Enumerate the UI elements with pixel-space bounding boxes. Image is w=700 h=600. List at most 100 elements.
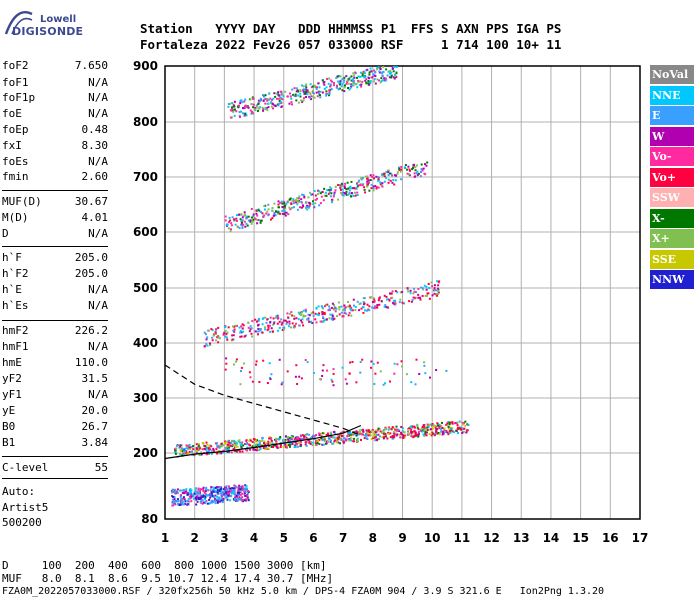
echo-point: [255, 449, 258, 452]
echo-point: [245, 439, 248, 442]
echo-point: [237, 494, 240, 497]
echo-point: [325, 90, 328, 93]
echo-point: [311, 322, 314, 324]
echo-point: [292, 326, 295, 329]
echo-point: [295, 436, 298, 438]
echo-point: [297, 441, 300, 444]
echo-point: [376, 438, 379, 441]
echo-point: [395, 72, 398, 75]
echo-point: [203, 444, 206, 447]
echo-point: [206, 447, 209, 450]
echo-point: [227, 227, 230, 230]
param-row: MUF(D) 30.67: [2, 195, 108, 209]
echo-point: [457, 426, 460, 429]
echo-point: [396, 291, 399, 294]
echo-point: [337, 198, 340, 201]
echo-point: [241, 216, 244, 219]
echo-point: [264, 316, 267, 319]
echo-point: [406, 172, 409, 175]
echo-point: [241, 499, 244, 502]
echo-point: [264, 94, 267, 97]
echo-point: [412, 296, 415, 299]
echo-point: [361, 184, 364, 187]
echo-point: [195, 492, 198, 495]
param-row: foE N/A: [2, 107, 108, 121]
echo-point: [240, 366, 243, 369]
echo-point: [203, 345, 206, 348]
echo-point: [279, 201, 282, 204]
echo-point: [233, 484, 236, 487]
echo-point: [294, 441, 297, 444]
echo-point: [321, 312, 324, 315]
echo-point: [331, 198, 334, 201]
echo-point: [293, 202, 295, 205]
echo-point: [423, 429, 426, 432]
echo-point: [179, 453, 182, 456]
echo-point: [333, 317, 336, 320]
echo-point: [427, 425, 430, 428]
echo-point: [441, 421, 443, 424]
echo-point: [447, 427, 450, 430]
echo-point: [258, 444, 261, 447]
param-row: yF1 N/A: [2, 388, 108, 402]
echo-point: [417, 293, 420, 296]
echo-point: [284, 207, 287, 210]
echo-point: [327, 188, 330, 191]
echo-point: [371, 175, 374, 178]
echo-point: [312, 200, 314, 203]
echo-point: [462, 430, 465, 433]
echo-point: [393, 183, 396, 186]
param-row: D N/A: [2, 227, 108, 241]
echo-point: [226, 443, 229, 446]
legend-item: E: [650, 106, 694, 125]
echo-point: [218, 498, 221, 501]
echo-point: [401, 427, 404, 430]
echo-point: [323, 194, 326, 197]
echo-point: [225, 489, 228, 492]
echo-point: [288, 437, 291, 439]
echo-point: [420, 168, 423, 170]
echo-point: [174, 500, 177, 503]
echo-point: [250, 327, 253, 330]
echo-point: [283, 439, 285, 442]
echo-point: [179, 445, 181, 448]
echo-point: [275, 439, 277, 442]
header-line-2: Fortaleza 2022 Fev26 057 033000 RSF 1 71…: [140, 37, 562, 52]
echo-point: [180, 447, 183, 450]
echo-point: [208, 445, 211, 447]
echo-point: [275, 437, 278, 440]
echo-point: [440, 430, 443, 433]
echo-point: [239, 331, 242, 334]
echo-point: [197, 444, 200, 447]
echo-point: [370, 70, 373, 73]
echo-point: [435, 429, 438, 432]
echo-point: [393, 436, 396, 438]
echo-point: [269, 321, 272, 323]
echo-point: [179, 494, 182, 497]
echo-point: [460, 426, 462, 429]
echo-point: [331, 80, 334, 83]
echo-point: [357, 79, 360, 82]
param-value: N/A: [88, 227, 108, 240]
echo-point: [386, 306, 389, 309]
echo-point: [239, 330, 242, 333]
echo-point: [258, 449, 260, 452]
echo-point: [305, 88, 308, 91]
echo-point: [319, 192, 322, 195]
echo-point: [182, 497, 185, 500]
echo-point: [277, 438, 279, 440]
echo-point: [431, 294, 434, 297]
echo-point: [270, 218, 272, 221]
echo-point: [349, 433, 352, 436]
echo-point: [394, 428, 397, 431]
echo-point: [257, 333, 259, 336]
echo-point: [289, 438, 292, 441]
echo-point: [236, 324, 238, 327]
echo-point: [325, 442, 328, 445]
echo-point: [355, 381, 358, 384]
echo-point: [360, 177, 363, 180]
echo-point: [426, 423, 429, 426]
echo-point: [400, 360, 403, 363]
echo-point: [333, 304, 335, 306]
echo-point: [356, 183, 359, 186]
